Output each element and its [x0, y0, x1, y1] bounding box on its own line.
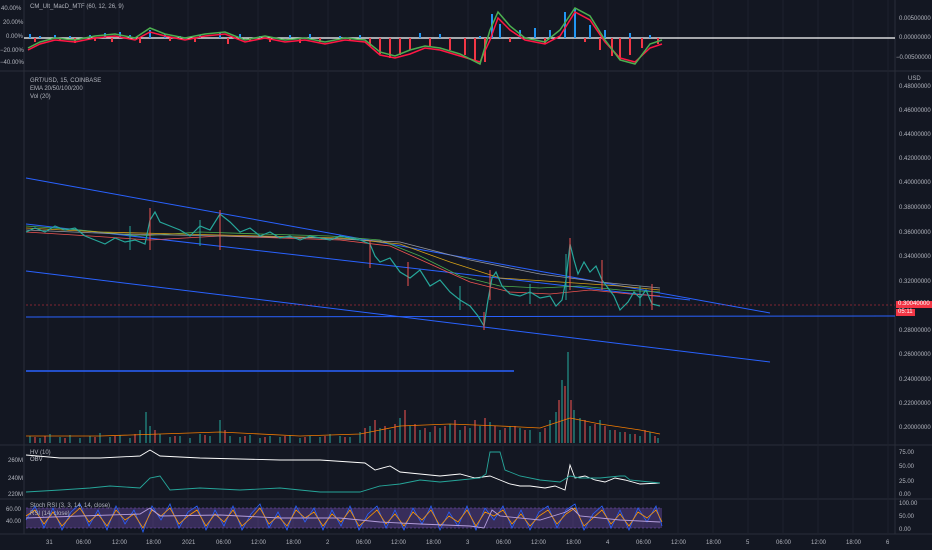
time-tick: 06:00: [76, 540, 92, 546]
macd-left-tick: 40.00%: [1, 6, 22, 12]
obv-line: [25, 451, 661, 493]
time-tick: 18:00: [146, 540, 162, 546]
time-tick: 5: [746, 540, 750, 546]
time-axis[interactable]: 31 06:00 12:00 18:00 2021 06:00 12:00 18…: [0, 536, 932, 550]
stoch-right-tick: 50.00: [899, 514, 915, 520]
time-tick: 12:00: [112, 540, 128, 546]
time-tick: 06:00: [216, 540, 232, 546]
bar-countdown: 05:11: [896, 309, 915, 316]
price-tick: 0.26000000: [899, 352, 931, 358]
candles: [25, 208, 661, 330]
macd-left-tick: −20.00%: [0, 48, 24, 54]
macd-left-tick: 0.00%: [6, 34, 24, 40]
price-tick: 0.44000000: [899, 132, 931, 138]
price-tick: 0.20000000: [899, 425, 931, 431]
symbol-title[interactable]: GRT/USD, 15, COINBASE: [30, 78, 102, 84]
macd-left-tick: −40.00%: [0, 60, 24, 66]
time-tick: 18:00: [706, 540, 722, 546]
volume-legend[interactable]: Vol (20): [30, 94, 51, 100]
time-tick: 6: [886, 540, 890, 546]
macd-right-tick: −0.00500000: [896, 55, 932, 61]
time-tick: 18:00: [846, 540, 862, 546]
macd-left-tick: 20.00%: [3, 20, 24, 26]
price-tick: 0.36000000: [899, 230, 931, 236]
price-tick: 0.34000000: [899, 254, 931, 260]
currency-label: USD: [908, 76, 921, 82]
obv-right-tick: 0.00: [899, 492, 911, 498]
price-tick: 0.22000000: [899, 401, 931, 407]
obv-left-tick: 240M: [8, 476, 24, 482]
macd-title[interactable]: CM_Ult_MacD_MTF (60, 12, 26, 9): [30, 4, 124, 10]
hv-legend[interactable]: HV (10): [30, 450, 51, 456]
price-tick: 0.28000000: [899, 328, 931, 334]
time-tick: 4: [606, 540, 610, 546]
time-tick: 06:00: [496, 540, 512, 546]
macd-signal-line: [27, 11, 663, 63]
stoch-left-tick: 40.00: [6, 519, 22, 525]
time-tick: 18:00: [286, 540, 302, 546]
time-tick: 12:00: [391, 540, 407, 546]
price-tick: 0.24000000: [899, 377, 931, 383]
macd-line: [27, 7, 663, 66]
ema-legend[interactable]: EMA 20/50/100/200: [30, 86, 83, 92]
price-tick: 0.40000000: [899, 180, 931, 186]
time-tick: 12:00: [531, 540, 547, 546]
price-tick: 0.38000000: [899, 205, 931, 211]
price-tick: 0.32000000: [899, 279, 931, 285]
time-tick: 06:00: [636, 540, 652, 546]
price-tick: 0.42000000: [899, 156, 931, 162]
hv-line: [25, 449, 661, 491]
time-tick: 12:00: [251, 540, 267, 546]
macd-right-tick: 0.00500000: [899, 16, 931, 22]
obv-right-tick: 75.00: [899, 450, 915, 456]
time-tick: 12:00: [671, 540, 687, 546]
macd-histogram: [29, 8, 659, 62]
last-price-tag: 0.30040000: [896, 301, 932, 308]
time-tick: 12:00: [811, 540, 827, 546]
obv-legend[interactable]: OBV: [30, 457, 43, 463]
time-tick: 18:00: [426, 540, 442, 546]
rsi-legend[interactable]: RSI (14, close): [30, 511, 70, 517]
obv-right-tick: 50.00: [899, 464, 915, 470]
stoch-left-tick: 60.00: [6, 507, 22, 513]
macd-right-tick: 0.00000000: [899, 35, 931, 41]
time-tick: 2021: [182, 540, 196, 546]
time-tick: 06:00: [356, 540, 372, 546]
obv-left-tick: 220M: [8, 492, 24, 498]
obv-left-tick: 260M: [8, 458, 24, 464]
price-tick: 0.46000000: [899, 108, 931, 114]
price-tick: 0.48000000: [899, 84, 931, 90]
volume-bars: [26, 352, 661, 443]
time-tick: 06:00: [776, 540, 792, 546]
stoch-right-tick: 0.00: [899, 527, 911, 533]
time-tick: 2: [326, 540, 330, 546]
obv-right-tick: 25.00: [899, 479, 915, 485]
time-tick: 31: [46, 540, 53, 546]
rsi-line: [25, 507, 661, 529]
stoch-right-tick: 100.00: [899, 501, 918, 507]
time-tick: 18:00: [566, 540, 582, 546]
time-tick: 3: [466, 540, 470, 546]
stoch-rsi-legend[interactable]: Stoch RSI (3, 3, 14, 14, close): [30, 503, 111, 509]
